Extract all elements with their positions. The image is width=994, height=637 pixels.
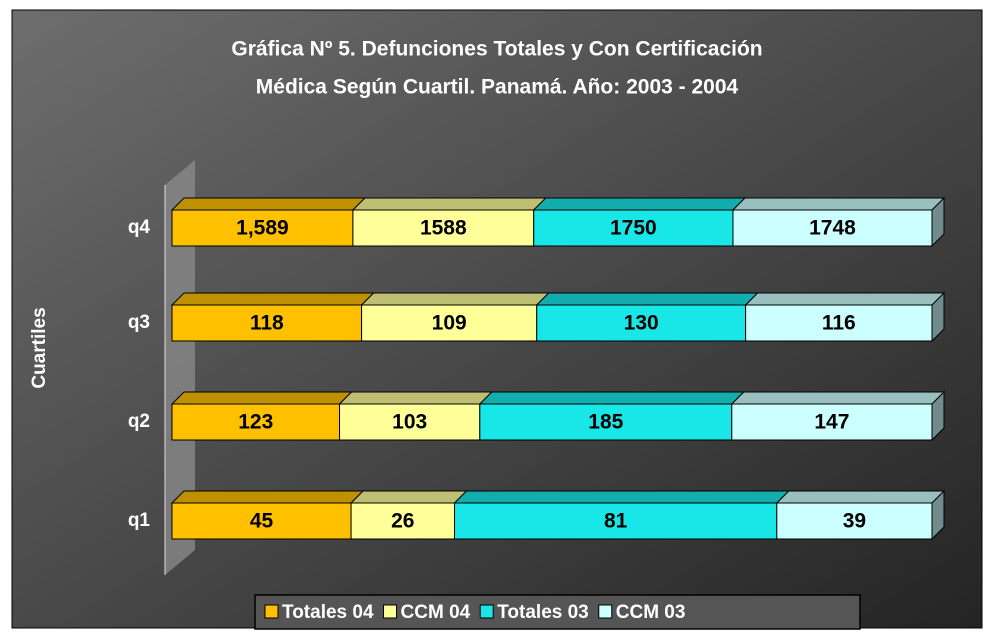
bar (454, 502, 778, 540)
bar (776, 502, 933, 540)
value-label: 81 (604, 510, 628, 533)
bar-top (532, 197, 747, 211)
bar (745, 304, 933, 342)
value-label: 1750 (610, 217, 657, 240)
bar (479, 403, 733, 441)
legend-swatch (383, 604, 398, 619)
bar-side (931, 291, 945, 343)
value-label: 123 (238, 411, 273, 434)
y-tick-label: q3 (128, 312, 150, 333)
bar-top (170, 197, 367, 211)
bar-top (731, 197, 946, 211)
bar-top (349, 490, 468, 504)
bar-top (478, 391, 745, 405)
value-label: 118 (250, 312, 284, 335)
value-label: 103 (392, 411, 427, 434)
legend-label: Totales 03 (497, 602, 589, 623)
value-label: 45 (250, 510, 274, 533)
legend-label: CCM 04 (401, 602, 471, 623)
bar (350, 502, 456, 540)
bar-top (170, 490, 365, 504)
bar (732, 209, 933, 247)
y-axis-title: Cuartiles (29, 307, 50, 388)
bar-top (730, 391, 946, 405)
legend-label: CCM 03 (616, 602, 686, 623)
bar-top (170, 391, 353, 405)
value-label: 1588 (420, 217, 467, 240)
bar (339, 403, 481, 441)
bar-top (170, 292, 375, 306)
bar-top (351, 197, 547, 211)
bar-side (931, 196, 945, 248)
value-label: 109 (432, 312, 467, 335)
value-label: 116 (822, 312, 856, 335)
chart-subtitle: Médica Según Cuartil. Panamá. Año: 2003 … (256, 76, 739, 99)
y-tick-label: q1 (128, 510, 151, 531)
legend-label: Totales 04 (282, 602, 374, 623)
bar-top (775, 490, 946, 504)
bar (536, 304, 747, 342)
value-label: 1,589 (236, 217, 289, 240)
value-label: 185 (588, 411, 623, 434)
bar-side (931, 489, 945, 541)
chart-title: Gráfica Nº 5. Defunciones Totales y Con … (231, 38, 762, 61)
value-label: 130 (624, 312, 659, 335)
legend-swatch (479, 604, 494, 619)
bar-top (360, 292, 550, 306)
bar (171, 304, 363, 342)
legend-swatch (264, 604, 279, 619)
legend (254, 594, 861, 630)
bar (171, 209, 354, 247)
legend-swatch (598, 604, 613, 619)
axis-wall (165, 160, 195, 575)
y-tick-label: q4 (128, 217, 151, 238)
bar-top (744, 292, 946, 306)
value-label: 39 (843, 510, 866, 533)
bar-side (931, 390, 945, 442)
bar-top (338, 391, 494, 405)
bar (352, 209, 535, 247)
value-label: 1748 (809, 217, 856, 240)
bar (171, 502, 352, 540)
bar (361, 304, 538, 342)
bar-top (453, 490, 791, 504)
value-label: 147 (814, 411, 849, 434)
value-label: 26 (391, 510, 414, 533)
bar (731, 403, 933, 441)
y-tick-label: q2 (128, 411, 150, 432)
bar-top (535, 292, 759, 306)
